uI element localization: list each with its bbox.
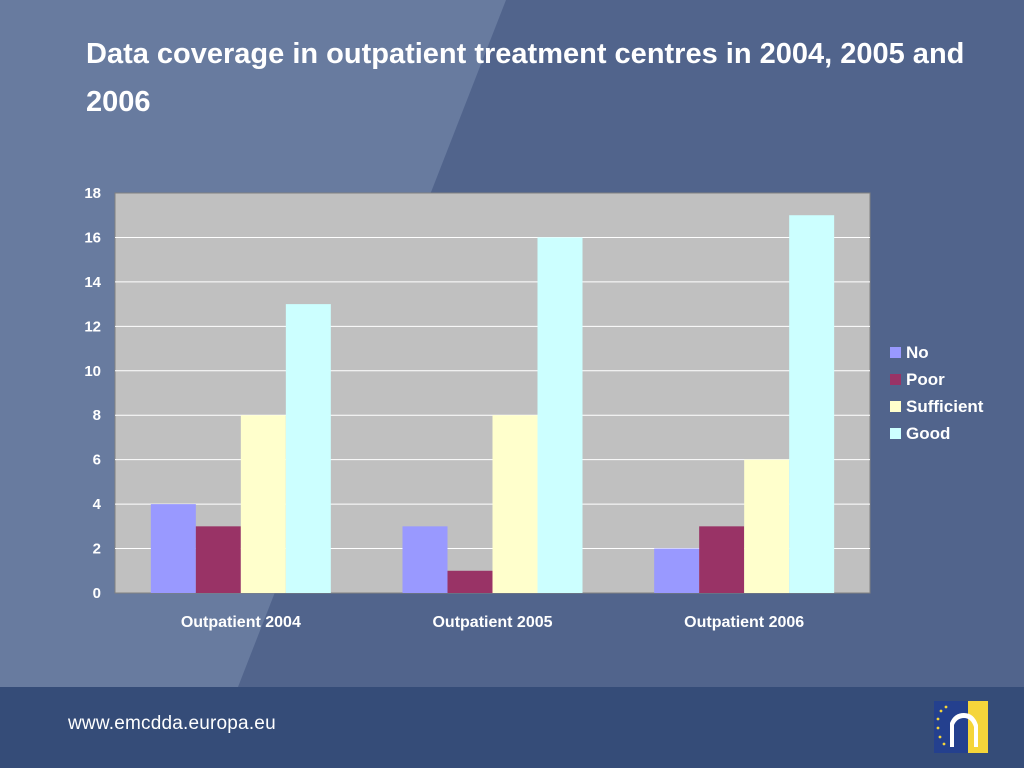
y-tick-label: 0	[93, 585, 101, 602]
bar-poor-2	[447, 570, 493, 593]
x-tick-label: Outpatient 2004	[181, 614, 301, 631]
legend-swatch-poor	[890, 374, 901, 385]
footer-url: www.emcdda.europa.eu	[68, 713, 276, 734]
y-axis-ticks: 0 2 4 6 8 10 12 14 16 18	[84, 185, 101, 602]
bar-sufficient-3	[744, 459, 790, 593]
y-tick-label: 6	[93, 452, 101, 469]
bar-no-1	[150, 504, 196, 593]
legend-label-good: Good	[906, 424, 950, 443]
bar-poor-1	[195, 526, 241, 593]
bars	[150, 215, 835, 593]
y-tick-label: 18	[84, 185, 101, 202]
legend-label-poor: Poor	[906, 370, 945, 389]
y-tick-label: 2	[93, 541, 101, 558]
bar-no-3	[654, 548, 700, 593]
legend-label-no: No	[906, 343, 929, 362]
bar-no-2	[402, 526, 448, 593]
y-tick-label: 8	[93, 407, 101, 424]
footer-bar: www.emcdda.europa.eu	[0, 687, 1024, 768]
x-tick-label: Outpatient 2005	[432, 614, 552, 631]
slide-title: Data coverage in outpatient treatment ce…	[86, 38, 965, 118]
y-tick-label: 14	[84, 274, 101, 291]
bar-good-3	[789, 215, 835, 593]
legend-swatch-sufficient	[890, 401, 901, 412]
legend-swatch-good	[890, 428, 901, 439]
bar-good-1	[285, 304, 331, 593]
bar-sufficient-2	[492, 415, 538, 593]
emcdda-logo-icon	[934, 701, 988, 753]
y-tick-label: 10	[84, 363, 101, 380]
x-axis-ticks: Outpatient 2004 Outpatient 2005 Outpatient…	[181, 614, 804, 631]
legend: No Poor Sufficient Good	[890, 343, 984, 443]
legend-label-sufficient: Sufficient	[906, 397, 984, 416]
bar-good-2	[537, 237, 583, 593]
y-tick-label: 12	[84, 318, 101, 335]
y-tick-label: 4	[93, 496, 102, 513]
bar-poor-3	[699, 526, 745, 593]
legend-swatch-no	[890, 347, 901, 358]
bar-sufficient-1	[240, 415, 286, 593]
x-tick-label: Outpatient 2006	[684, 614, 804, 631]
y-tick-label: 16	[84, 229, 101, 246]
